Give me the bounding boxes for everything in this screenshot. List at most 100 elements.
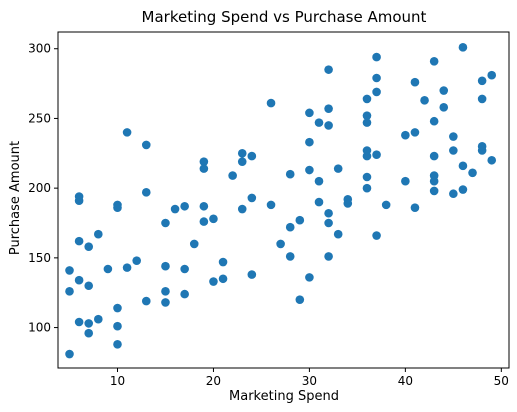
data-point <box>161 218 170 228</box>
data-point <box>362 172 372 182</box>
data-point <box>324 121 333 130</box>
data-point <box>324 104 333 113</box>
data-point <box>458 43 468 52</box>
data-point <box>314 176 324 186</box>
points-layer <box>65 43 497 359</box>
data-point <box>199 201 209 211</box>
data-point <box>487 155 497 165</box>
data-point <box>362 111 372 120</box>
data-point <box>84 319 94 328</box>
data-point <box>180 201 189 211</box>
data-point <box>189 239 199 249</box>
data-point <box>285 252 295 261</box>
data-point <box>429 151 439 161</box>
data-point <box>84 328 94 338</box>
y-tick-label: 200 <box>28 181 51 195</box>
data-point <box>247 193 257 203</box>
data-point <box>65 287 74 296</box>
data-point <box>429 171 439 180</box>
x-tick-label: 10 <box>110 374 125 388</box>
data-point <box>305 273 314 282</box>
y-tick-label: 150 <box>28 251 51 265</box>
y-axis-label: Purchase Amount <box>8 141 23 255</box>
data-point <box>458 161 468 171</box>
data-point <box>401 130 410 140</box>
data-point <box>276 239 285 249</box>
data-point <box>477 142 487 151</box>
data-point <box>141 140 151 150</box>
data-point <box>324 65 333 74</box>
data-point <box>74 236 84 246</box>
data-point <box>199 157 209 166</box>
data-point <box>285 222 295 232</box>
data-point <box>285 169 295 179</box>
data-point <box>113 321 122 331</box>
data-point <box>449 189 458 199</box>
data-point <box>237 204 247 214</box>
data-point <box>477 94 487 104</box>
y-tick-label: 250 <box>28 111 51 125</box>
data-point <box>401 176 410 186</box>
data-point <box>209 277 218 286</box>
axes-layer: 10 20 30 40 50 100 150 200 250 300 <box>28 31 510 388</box>
data-point <box>305 108 314 118</box>
data-point <box>161 261 170 271</box>
data-point <box>113 340 122 349</box>
data-point <box>84 242 94 252</box>
data-point <box>324 218 333 228</box>
data-point <box>324 252 333 261</box>
data-point <box>343 195 353 204</box>
data-point <box>372 87 381 97</box>
data-point <box>372 52 381 62</box>
data-point <box>458 185 468 194</box>
data-point <box>439 86 449 95</box>
data-point <box>237 157 247 166</box>
data-point <box>180 264 189 274</box>
data-point <box>132 256 141 265</box>
data-point <box>199 217 209 226</box>
plot-frame <box>57 31 510 369</box>
data-point <box>141 296 151 306</box>
data-point <box>314 197 324 207</box>
x-tick-label: 50 <box>494 374 509 388</box>
data-point <box>65 349 74 359</box>
data-point <box>74 192 84 201</box>
data-point <box>113 303 122 313</box>
data-point <box>362 118 372 127</box>
data-point <box>295 295 305 304</box>
data-point <box>410 203 420 212</box>
data-point <box>65 266 74 275</box>
data-point <box>122 263 132 272</box>
data-point <box>161 287 170 296</box>
data-point <box>477 76 487 86</box>
data-point <box>180 289 189 299</box>
data-point <box>439 102 449 112</box>
data-point <box>429 56 439 66</box>
data-point <box>141 188 151 197</box>
data-point <box>314 118 324 127</box>
data-point <box>94 229 103 239</box>
x-tick-label: 30 <box>302 374 317 388</box>
y-tick-label: 100 <box>28 321 51 335</box>
data-point <box>209 214 218 224</box>
data-point <box>161 298 170 307</box>
data-point <box>362 146 372 155</box>
chart-title: Marketing Spend vs Purchase Amount <box>142 8 427 26</box>
y-tick-label: 300 <box>28 42 51 56</box>
data-point <box>74 275 84 285</box>
data-point <box>372 231 381 240</box>
data-point <box>84 281 94 291</box>
x-tick-label: 20 <box>206 374 221 388</box>
data-point <box>266 98 276 108</box>
data-point <box>247 151 257 161</box>
data-point <box>449 146 458 155</box>
data-point <box>362 94 372 104</box>
data-point <box>372 150 381 159</box>
data-point <box>429 116 439 126</box>
data-point <box>410 128 420 137</box>
data-point <box>372 73 381 83</box>
data-point <box>333 164 343 173</box>
data-point <box>113 200 122 210</box>
data-point <box>449 132 458 141</box>
